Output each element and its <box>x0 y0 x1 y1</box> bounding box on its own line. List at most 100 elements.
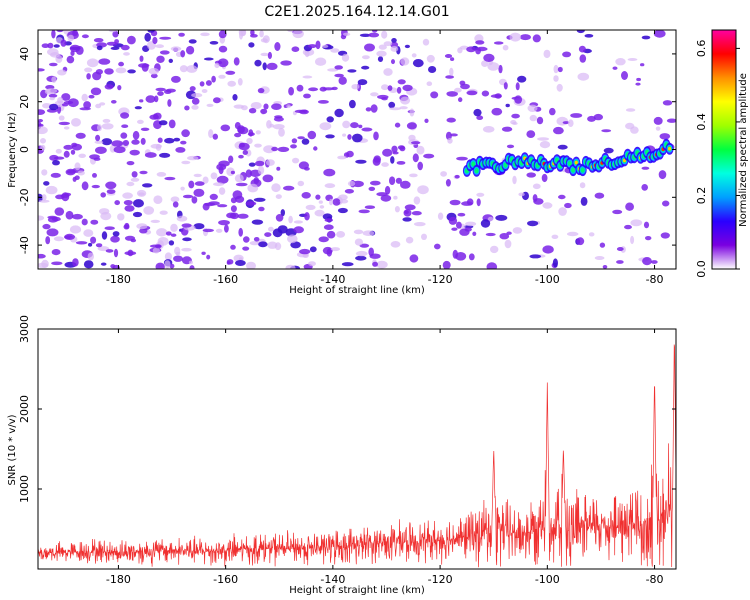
spectrogram-blob <box>238 227 243 237</box>
spectrogram-blob <box>143 206 155 215</box>
spectrogram-blob <box>201 251 206 255</box>
spectrogram-blob <box>324 183 336 189</box>
spectrogram-blob <box>142 183 153 188</box>
x-tick-label: -100 <box>535 273 560 286</box>
spectrogram-blob <box>230 244 236 250</box>
x-tick-label: -160 <box>213 273 238 286</box>
spectrogram-blob <box>324 218 333 223</box>
snr-y-label: SNR (10 * v/v) <box>7 414 18 485</box>
spectrogram-blob <box>325 134 335 139</box>
spectrogram-blob <box>299 248 311 255</box>
spectrogram-blob <box>503 82 508 90</box>
spectrogram-blob <box>481 90 490 97</box>
spectrogram-blob <box>447 137 453 144</box>
spectrogram-blob <box>230 197 237 204</box>
spectrogram-blob <box>213 182 224 187</box>
spectrogram-blob <box>112 30 119 38</box>
spectrogram-blob <box>233 104 244 109</box>
spectrogram-blob <box>331 86 338 91</box>
spectrogram-blob <box>384 185 391 195</box>
spectrogram-blob <box>188 39 197 44</box>
spectrogram-blob <box>413 196 421 205</box>
spectrogram-blob <box>38 68 45 72</box>
spectrogram-blob <box>132 130 140 140</box>
x-tick-label: -140 <box>320 573 345 586</box>
spectrogram-blob <box>394 206 400 213</box>
spectrogram-blob <box>357 79 368 86</box>
spectrogram-blob <box>157 237 169 246</box>
spectrogram-blob <box>131 139 140 145</box>
spectrogram-blob <box>650 260 658 264</box>
spectrogram-blob <box>124 205 135 212</box>
spectrogram-blob <box>124 251 137 256</box>
spectrogram-blob <box>666 118 676 123</box>
spectrogram-blob <box>50 172 61 178</box>
snr-panel: -180 -160 -140 -120 -100 -80 1000 2000 3000 Hei… <box>7 315 677 596</box>
spectrogram-blob <box>584 34 594 38</box>
spectrogram-blob <box>292 30 304 39</box>
spectrogram-blob <box>104 68 114 75</box>
spectrogram-blob <box>529 254 542 259</box>
spectrogram-blob <box>449 199 461 206</box>
spectrogram-blob <box>84 67 93 73</box>
spectrogram-blob <box>409 173 418 178</box>
spectrogram-blob <box>301 192 311 199</box>
spectrogram-blob <box>43 181 50 186</box>
spectrogram-blob <box>404 44 410 49</box>
spectrogram-blob <box>448 216 458 225</box>
spectrogram-blob <box>339 199 349 204</box>
spectrogram-blob <box>165 231 172 236</box>
spectrogram-blob <box>193 173 202 178</box>
spectrogram-blob <box>63 126 70 130</box>
spectrogram-blob <box>319 205 325 209</box>
spectrogram-blob <box>150 73 158 79</box>
spectrogram-y-label: Frequency (Hz) <box>7 112 18 188</box>
spectrogram-blob <box>599 242 606 248</box>
spectrogram-blob <box>389 176 396 185</box>
spectrogram-blob <box>47 215 58 219</box>
spectrogram-blob <box>72 176 77 182</box>
spectrogram-blob <box>662 100 673 106</box>
spectrogram-blob <box>421 233 427 240</box>
spectrogram-blob <box>390 241 401 248</box>
spectrogram-blob <box>553 126 564 135</box>
spectrogram-blob <box>179 65 188 73</box>
spectrogram-blob <box>64 233 75 240</box>
spectrogram-blob <box>437 212 444 220</box>
spectrogram-blob <box>77 170 85 176</box>
spectrogram-panel: -180 -160 -140 -120 -100 -80 -40 -20 0 20 40 Heig… <box>7 29 677 296</box>
spectrogram-blob <box>342 32 351 36</box>
spectrogram-blob <box>259 30 264 38</box>
spectrogram-blob <box>382 148 393 157</box>
spectrogram-blob <box>653 30 666 38</box>
spectrogram-blob <box>373 131 379 141</box>
spectrogram-blob <box>242 246 250 251</box>
spectrogram-blob <box>308 261 316 267</box>
spectrogram-blob <box>562 51 572 58</box>
spectrogram-blob <box>381 162 389 167</box>
spectrogram-blob <box>154 244 162 249</box>
spectrogram-blob <box>446 117 456 123</box>
spectrogram-blob <box>65 168 76 176</box>
spectrogram-blob <box>106 189 116 195</box>
spectrogram-blob <box>130 177 140 182</box>
spectrogram-blob <box>248 129 254 137</box>
spectrogram-blob <box>97 246 110 252</box>
spectrogram-blob <box>454 87 462 93</box>
spectrogram-blob <box>317 100 329 104</box>
spectrogram-blob <box>296 84 304 92</box>
spectrogram-blob <box>426 81 433 86</box>
spectrogram-blob <box>426 54 435 63</box>
spectrogram-blob <box>129 149 140 156</box>
spectrogram-blob <box>645 236 652 241</box>
x-tick-label: -120 <box>428 273 453 286</box>
spectrogram-y-ticks: -40 -20 0 20 40 <box>18 47 676 254</box>
spectrogram-blob <box>114 200 120 206</box>
spectrogram-blob <box>87 252 95 261</box>
spectrogram-blob <box>168 240 175 246</box>
spectrogram-blob <box>643 221 650 229</box>
spectrogram-blob <box>139 55 144 62</box>
spectrogram-blob <box>232 94 238 101</box>
spectrogram-blob <box>283 185 295 191</box>
spectrogram-blob <box>313 146 318 151</box>
